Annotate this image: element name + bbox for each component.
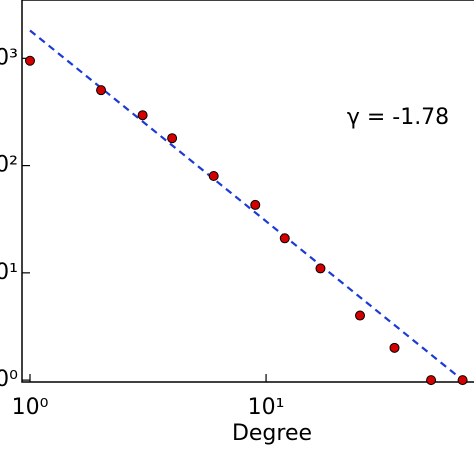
x-axis-label: Degree [232, 421, 312, 446]
fit-line [29, 29, 464, 381]
data-point [315, 263, 326, 274]
data-point [279, 233, 290, 244]
x-tick-label: 10¹ [248, 395, 285, 420]
data-point [96, 85, 107, 96]
y-tick-label: 10⁰ [0, 367, 18, 392]
plot-frame [21, 0, 474, 383]
y-tick-label: 10² [0, 153, 18, 178]
data-point [355, 310, 366, 321]
y-tick-label: 10¹ [0, 260, 18, 285]
annotation: γ = -1.78 [347, 105, 449, 130]
data-point [250, 199, 261, 210]
data-point [167, 133, 178, 144]
data-point [426, 375, 437, 386]
data-point [208, 170, 219, 181]
data-point [24, 55, 35, 66]
y-tick-label: 10³ [0, 45, 18, 70]
x-tick-label: 10⁰ [12, 395, 49, 420]
data-point [137, 110, 148, 121]
data-point [457, 375, 468, 386]
data-point [389, 342, 400, 353]
